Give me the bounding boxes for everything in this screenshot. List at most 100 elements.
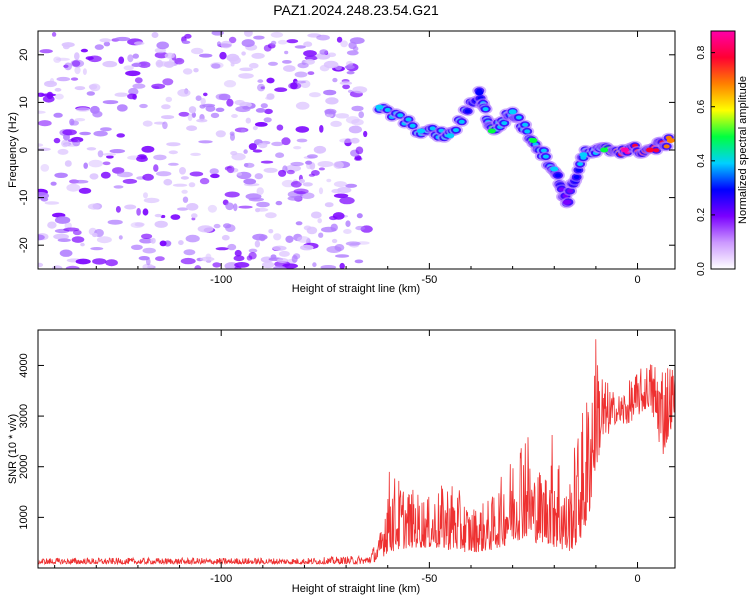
spectrogram-noise-blob bbox=[224, 191, 240, 198]
spectrogram-noise-blob bbox=[282, 263, 298, 269]
spectrogram-noise-blob bbox=[116, 171, 133, 178]
spectrogram-noise-blob bbox=[243, 162, 255, 168]
spectrogram-noise-blob bbox=[345, 241, 361, 246]
spectrogram-noise-blob bbox=[304, 58, 316, 65]
spectrogram-noise-blob bbox=[308, 173, 315, 177]
spectrogram-noise-blob bbox=[113, 185, 124, 189]
spectrogram-noise-blob bbox=[248, 197, 264, 202]
spectrogram-noise-blob bbox=[319, 124, 324, 133]
spectrogram-noise-blob bbox=[99, 38, 112, 43]
spectrogram-y-axis-label: Frequency (Hz) bbox=[7, 112, 19, 188]
spectrogram-noise-blob bbox=[282, 60, 292, 64]
snr-y-tick-label: 3000 bbox=[18, 404, 30, 428]
spectrogram-noise-blob bbox=[181, 40, 191, 44]
spectrogram-noise-blob bbox=[103, 41, 111, 47]
spectrogram-noise-blob bbox=[118, 56, 125, 64]
spectrogram-noise-blob bbox=[52, 265, 63, 269]
spectrogram-noise-blob bbox=[51, 32, 57, 37]
spectrogram-noise-blob bbox=[139, 238, 154, 244]
spectrogram-noise-blob bbox=[325, 97, 339, 105]
spectrogram-panel: -100 -50 0 20 10 0 -10 -20 Height of straight … bbox=[7, 30, 676, 295]
spectrogram-noise-blob bbox=[115, 206, 121, 213]
spectrogram-noise-blob bbox=[309, 92, 321, 98]
spectrogram-ridge-core bbox=[501, 121, 508, 126]
spectrogram-ridge-core bbox=[409, 123, 416, 128]
spectrogram-noise-blob bbox=[272, 245, 287, 251]
spectrogram-noise-blob bbox=[199, 177, 210, 185]
spectrogram-ridge-core bbox=[577, 162, 584, 166]
spectrogram-noise-blob bbox=[189, 171, 204, 177]
spectrogram-noise-blob bbox=[273, 233, 282, 241]
spectrogram-noise-blob bbox=[295, 126, 310, 133]
spectrogram-noise-blob bbox=[210, 173, 220, 179]
spectrogram-noise-blob bbox=[248, 143, 257, 151]
spectrogram-noise-blob bbox=[216, 41, 222, 47]
spectrogram-noise-blob bbox=[38, 234, 45, 241]
spectrogram-noise-blob bbox=[234, 249, 242, 257]
spectrogram-noise-blob bbox=[248, 248, 258, 253]
snr-x-tick-label: -50 bbox=[421, 573, 437, 585]
spectrogram-noise-blob bbox=[143, 192, 148, 199]
spectrogram-noise-blob bbox=[128, 87, 139, 96]
spectrogram-noise-blob bbox=[330, 223, 338, 232]
colorbar-tick-label: 0.8 bbox=[696, 45, 707, 59]
spectrogram-noise-blob bbox=[88, 159, 103, 168]
spectrogram-noise-blob bbox=[187, 113, 193, 122]
spectrogram-ridge-core bbox=[524, 129, 531, 134]
spectrogram-ridge-core bbox=[464, 109, 471, 114]
spectrogram-noise-blob bbox=[191, 47, 204, 55]
spectrogram-y-tick-label: -10 bbox=[18, 190, 30, 206]
spectrogram-noise-blob bbox=[191, 112, 196, 118]
spectrogram-noise-blob bbox=[54, 172, 68, 178]
spectrogram-feature-peak bbox=[646, 147, 654, 153]
spectrogram-noise-blob bbox=[188, 106, 197, 114]
spectrogram-noise-blob bbox=[363, 130, 368, 138]
spectrogram-noise-blob bbox=[240, 128, 246, 133]
spectrogram-noise-blob bbox=[339, 262, 345, 269]
spectrogram-noise-blob bbox=[86, 147, 97, 151]
spectrogram-noise-blob bbox=[299, 178, 305, 184]
spectrogram-noise-blob bbox=[274, 87, 288, 92]
spectrogram-noise-blob bbox=[346, 60, 353, 67]
snr-x-tick-label: -100 bbox=[210, 573, 232, 585]
spectrogram-noise-blob bbox=[226, 165, 235, 174]
spectrogram-noise-blob bbox=[335, 113, 350, 119]
spectrogram-noise-blob bbox=[154, 220, 168, 228]
spectrogram-noise-blob bbox=[116, 133, 125, 138]
snr-y-tick-label: 4000 bbox=[18, 353, 30, 377]
spectrogram-noise-blob bbox=[71, 236, 85, 243]
spectrogram-noise-blob bbox=[61, 42, 75, 48]
spectrogram-noise-blob bbox=[295, 221, 303, 226]
spectrogram-y-tick-label: -20 bbox=[18, 237, 30, 253]
spectrogram-noise-blob bbox=[130, 222, 144, 228]
spectrogram-noise-blob bbox=[97, 150, 104, 158]
spectrogram-noise-blob bbox=[351, 105, 364, 112]
spectrogram-noise-blob bbox=[243, 149, 248, 154]
spectrogram-noise-blob bbox=[54, 216, 71, 224]
colorbar-tick-label: 0.2 bbox=[696, 208, 707, 222]
spectrogram-noise-blob bbox=[327, 52, 337, 58]
spectrogram-noise-blob bbox=[297, 236, 310, 243]
spectrogram-x-tick-label: -50 bbox=[421, 274, 437, 286]
spectrogram-noise-blob bbox=[59, 249, 73, 257]
spectrogram-noise-blob bbox=[251, 52, 265, 59]
snr-x-ticks: -100 -50 0 bbox=[54, 330, 641, 585]
spectrogram-noise-blob bbox=[358, 111, 365, 119]
spectrogram-noise-blob bbox=[191, 217, 196, 221]
spectrogram-noise-blob bbox=[295, 101, 310, 110]
spectrogram-noise-blob bbox=[133, 41, 145, 46]
spectrogram-noise-blob bbox=[177, 89, 191, 97]
spectrogram-noise-blob bbox=[281, 137, 291, 146]
spectrogram-noise-blob bbox=[54, 87, 62, 92]
spectrogram-noise-blob bbox=[257, 79, 264, 83]
spectrogram-ridge-core bbox=[555, 173, 561, 178]
spectrogram-noise-blob bbox=[134, 77, 143, 84]
spectrogram-noise-blob bbox=[38, 92, 45, 97]
spectrogram-noise-blob bbox=[62, 129, 77, 136]
spectrogram-noise-blob bbox=[105, 259, 118, 267]
spectrogram-noise-blob bbox=[313, 145, 327, 154]
spectrogram-noise-blob bbox=[72, 179, 89, 184]
spectrogram-noise-blob bbox=[87, 203, 100, 210]
spectrogram-noise-blob bbox=[143, 197, 160, 204]
spectrogram-noise-blob bbox=[74, 52, 80, 60]
